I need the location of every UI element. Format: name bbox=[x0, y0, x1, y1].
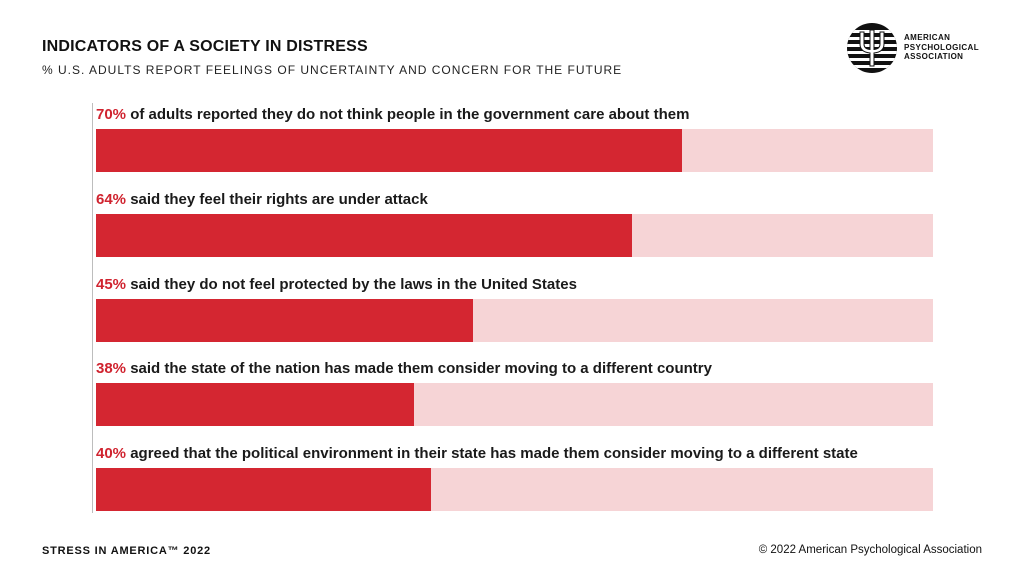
bar-label: 70% of adults reported they do not think… bbox=[96, 106, 689, 123]
bar-track bbox=[96, 468, 933, 511]
bar-text: agreed that the political environment in… bbox=[130, 445, 858, 462]
bar-label: 40% agreed that the political environmen… bbox=[96, 445, 858, 462]
bar-label: 38% said the state of the nation has mad… bbox=[96, 360, 712, 377]
bar-track bbox=[96, 383, 933, 426]
footer-copyright: © 2022 American Psychological Associatio… bbox=[758, 544, 982, 556]
chart-title: INDICATORS OF A SOCIETY IN DISTRESS bbox=[42, 38, 368, 55]
bar-text: said they do not feel protected by the l… bbox=[130, 276, 577, 293]
bar-percent: 40% bbox=[96, 445, 127, 462]
axis-line bbox=[92, 103, 93, 513]
bar bbox=[96, 299, 473, 342]
bar-label: 45% said they do not feel protected by t… bbox=[96, 276, 577, 293]
bar-percent: 45% bbox=[96, 276, 127, 293]
bar-percent: 64% bbox=[96, 191, 127, 208]
bar-percent: 70% bbox=[96, 106, 127, 123]
bar-track bbox=[96, 214, 933, 257]
bar bbox=[96, 214, 632, 257]
bar-text: said they feel their rights are under at… bbox=[130, 191, 428, 208]
footer-report-name: STRESS IN AMERICA™ 2022 bbox=[42, 545, 211, 557]
bar-track bbox=[96, 299, 933, 342]
bar-track bbox=[96, 129, 933, 172]
bar bbox=[96, 129, 682, 172]
chart-subtitle: % U.S. ADULTS REPORT FEELINGS OF UNCERTA… bbox=[42, 63, 623, 77]
psi-icon bbox=[847, 23, 897, 73]
bar bbox=[96, 468, 431, 511]
bar-text: said the state of the nation has made th… bbox=[130, 360, 712, 377]
bar-text: of adults reported they do not think peo… bbox=[130, 106, 690, 123]
bar-percent: 38% bbox=[96, 360, 127, 377]
bar-label: 64% said they feel their rights are unde… bbox=[96, 191, 428, 208]
bar bbox=[96, 383, 415, 426]
apa-logo: AMERICAN PSYCHOLOGICAL ASSOCIATION bbox=[846, 22, 1006, 74]
logo-text: AMERICAN PSYCHOLOGICAL ASSOCIATION bbox=[904, 33, 979, 61]
